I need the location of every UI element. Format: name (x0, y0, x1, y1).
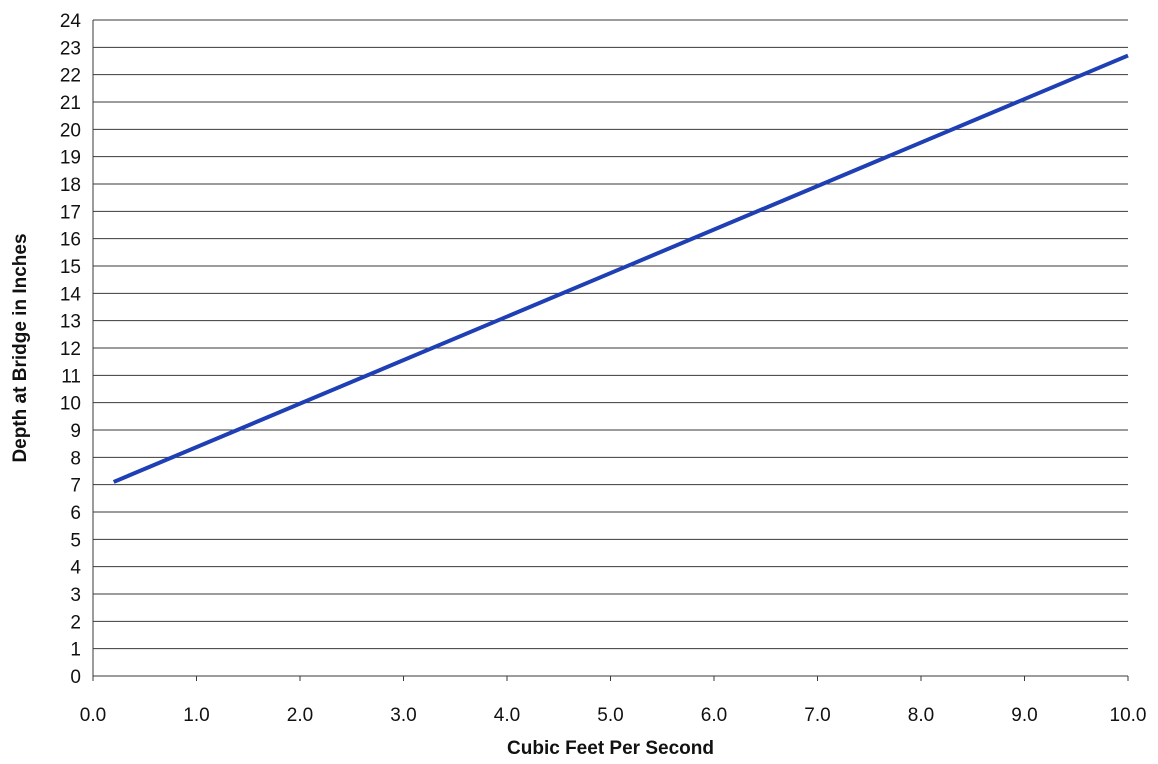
y-tick-label: 14 (60, 284, 82, 305)
plot-area (112, 53, 1129, 484)
y-tick-label: 23 (60, 38, 81, 59)
x-tick-label: 9.0 (1011, 705, 1037, 726)
y-tick-label: 15 (60, 257, 81, 278)
x-tick-label: 2.0 (287, 705, 313, 726)
grid-lines (93, 19, 1128, 677)
x-tick-label: 3.0 (390, 705, 416, 726)
y-tick-label: 0 (70, 667, 81, 688)
y-tick-label: 19 (60, 148, 81, 169)
x-tick-label: 1.0 (183, 705, 209, 726)
y-tick-label: 17 (60, 202, 81, 223)
y-tick-label: 18 (60, 175, 81, 196)
y-tick-label: 6 (70, 503, 81, 524)
y-tick-label: 16 (60, 230, 81, 251)
y-tick-label: 1 (70, 640, 81, 661)
x-tick-label: 7.0 (804, 705, 830, 726)
y-tick-label: 24 (60, 11, 82, 32)
y-tick-label: 11 (61, 366, 81, 387)
y-tick-label: 20 (60, 120, 81, 141)
x-tick-label: 4.0 (494, 705, 520, 726)
y-tick-label: 13 (60, 312, 81, 333)
y-tick-label: 7 (70, 476, 81, 497)
x-tick-label: 5.0 (597, 705, 623, 726)
y-axis-title: Depth at Bridge in Inches (10, 233, 31, 462)
y-tick-label: 4 (70, 558, 81, 579)
x-tick-label: 6.0 (701, 705, 727, 726)
y-tick-label: 9 (70, 421, 81, 442)
y-tick-label: 2 (70, 612, 81, 633)
x-axis: 0.0 1.0 2.0 3.0 4.0 5.0 6.0 7.0 8.0 9.0 10.0 (80, 676, 1147, 726)
y-tick-label: 22 (60, 66, 81, 87)
y-tick-label: 5 (70, 530, 81, 551)
x-tick-label: 10.0 (1110, 705, 1147, 726)
y-tick-label: 10 (60, 394, 81, 415)
x-tick-label: 8.0 (908, 705, 934, 726)
y-tick-label: 12 (60, 339, 81, 360)
y-tick-label: 8 (70, 448, 81, 469)
x-tick-label: 0.0 (80, 705, 106, 726)
y-tick-label: 21 (60, 93, 81, 114)
y-tick-label: 3 (70, 585, 81, 606)
x-axis-title: Cubic Feet Per Second (507, 738, 714, 759)
series-line (112, 53, 1129, 484)
